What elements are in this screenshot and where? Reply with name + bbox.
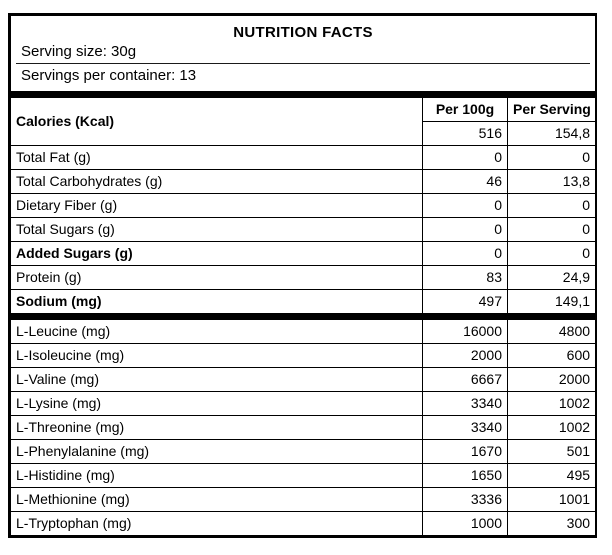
amino-acid-row: L-Methionine (mg) 3336 1001 — [10, 487, 597, 512]
amino-acid-row: L-Leucine (mg) 16000 4800 — [10, 319, 597, 344]
per-serving-value: 0 — [506, 193, 597, 218]
per-100g-value: 1670 — [422, 439, 508, 464]
per-100g-value: 3336 — [422, 487, 508, 512]
per-100g-value: 497 — [422, 289, 508, 314]
per-serving-value: 2000 — [506, 367, 597, 392]
thick-separator-bar — [9, 313, 597, 320]
top-section: NUTRITION FACTS Serving size: 30g Servin… — [9, 15, 597, 92]
amino-acid-row: L-Lysine (mg) 3340 1002 — [10, 391, 597, 416]
per-serving-value: 501 — [506, 439, 597, 464]
calories-values-row: 516 154,8 — [11, 121, 597, 146]
amino-acid-row: L-Threonine (mg) 3340 1002 — [10, 415, 597, 440]
per-100g-value: 0 — [422, 217, 508, 242]
amino-acid-label: L-Histidine (mg) — [10, 463, 423, 488]
calories-label: Calories (Kcal) — [10, 97, 423, 146]
thick-separator — [9, 91, 597, 98]
per-serving-value: 1001 — [506, 487, 597, 512]
per-serving-value: 600 — [506, 343, 597, 368]
per-100g-value: 0 — [422, 193, 508, 218]
thick-separator-bar — [9, 91, 597, 98]
amino-acid-label: L-Isoleucine (mg) — [10, 343, 423, 368]
per-serving-value: 1002 — [506, 415, 597, 440]
serving-size-text: Serving size: 30g — [16, 42, 591, 64]
amino-acid-label: L-Valine (mg) — [10, 367, 423, 392]
amino-acid-label: L-Methionine (mg) — [10, 487, 423, 512]
nutrient-label: Total Fat (g) — [10, 145, 423, 170]
nutrient-row: Added Sugars (g) 0 0 — [10, 241, 597, 266]
nutrition-facts-table: NUTRITION FACTS Serving size: 30g Servin… — [9, 15, 597, 536]
per-serving-value: 13,8 — [506, 169, 597, 194]
per-serving-value: 1002 — [506, 391, 597, 416]
per-serving-value: 0 — [506, 241, 597, 266]
amino-acid-row: L-Phenylalanine (mg) 1670 501 — [10, 439, 597, 464]
page-title: NUTRITION FACTS — [233, 24, 373, 41]
amino-acid-label: L-Phenylalanine (mg) — [10, 439, 423, 464]
amino-acid-label: L-Threonine (mg) — [10, 415, 423, 440]
per-serving-value: 24,9 — [506, 265, 597, 290]
nutrient-label: Protein (g) — [10, 265, 423, 290]
nutrient-row: Sodium (mg) 497 149,1 — [10, 289, 597, 314]
per-100g-value: 2000 — [422, 343, 508, 368]
servings-per-container-text: Servings per container: 13 — [21, 67, 197, 84]
amino-acid-row: L-Tryptophan (mg) 1000 300 — [10, 511, 597, 536]
per-100g-value: 3340 — [422, 391, 508, 416]
nutrient-label: Sodium (mg) — [10, 289, 423, 314]
per-100g-value: 1000 — [422, 511, 508, 536]
amino-acid-label: L-Lysine (mg) — [10, 391, 423, 416]
per-serving-value: 154,8 — [506, 121, 597, 146]
nutrient-label: Total Carbohydrates (g) — [10, 169, 423, 194]
column-header-per-100g: Per 100g — [422, 97, 508, 122]
per-100g-value: 516 — [422, 121, 508, 146]
nutrient-row: Total Carbohydrates (g) 46 13,8 — [10, 169, 597, 194]
per-serving-value: 0 — [506, 217, 597, 242]
nutrient-row: Total Fat (g) 0 0 — [10, 145, 597, 170]
per-100g-value: 46 — [422, 169, 508, 194]
thick-separator — [9, 313, 597, 320]
per-100g-value: 16000 — [422, 319, 508, 344]
per-100g-value: 0 — [422, 145, 508, 170]
nutrient-label: Dietary Fiber (g) — [10, 193, 423, 218]
per-100g-value: 83 — [422, 265, 508, 290]
column-header-per-serving: Per Serving — [506, 97, 597, 122]
per-serving-value: 495 — [506, 463, 597, 488]
per-100g-value: 3340 — [422, 415, 508, 440]
nutrient-label: Total Sugars (g) — [10, 217, 423, 242]
nutrient-label: Added Sugars (g) — [10, 241, 423, 266]
per-serving-value: 300 — [506, 511, 597, 536]
amino-acid-row: L-Histidine (mg) 1650 495 — [10, 463, 597, 488]
nutrient-row: Total Sugars (g) 0 0 — [10, 217, 597, 242]
nutrient-row: Dietary Fiber (g) 0 0 — [10, 193, 597, 218]
calories-header-row: Calories (Kcal) Per 100g Per Serving — [10, 97, 597, 146]
per-serving-value: 0 — [506, 145, 597, 170]
amino-acid-row: L-Isoleucine (mg) 2000 600 — [10, 343, 597, 368]
per-100g-value: 6667 — [422, 367, 508, 392]
nutrient-row: Protein (g) 83 24,9 — [10, 265, 597, 290]
per-serving-value: 149,1 — [506, 289, 597, 314]
per-serving-value: 4800 — [506, 319, 597, 344]
amino-acid-row: L-Valine (mg) 6667 2000 — [10, 367, 597, 392]
per-100g-value: 1650 — [422, 463, 508, 488]
nutrition-facts-label: NUTRITION FACTS Serving size: 30g Servin… — [8, 13, 597, 538]
amino-acid-label: L-Tryptophan (mg) — [10, 511, 423, 536]
top-section-row: NUTRITION FACTS Serving size: 30g Servin… — [9, 15, 597, 92]
per-100g-value: 0 — [422, 241, 508, 266]
amino-acid-label: L-Leucine (mg) — [10, 319, 423, 344]
